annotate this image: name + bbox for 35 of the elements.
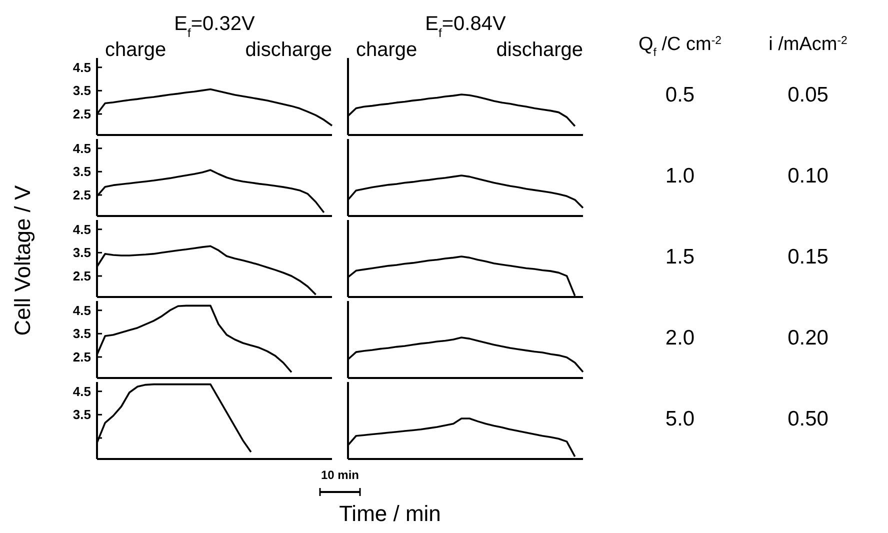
y-tick-label: 2.5 bbox=[72, 188, 91, 203]
chart-title: E$_{f}$=0.32V bbox=[174, 13, 256, 40]
text: 1.5 bbox=[665, 246, 695, 268]
y-tick-label: 3.5 bbox=[72, 326, 91, 342]
text: 0.5 bbox=[665, 84, 695, 106]
y-tick-label: 4.5 bbox=[72, 222, 91, 237]
text: charge bbox=[356, 39, 418, 61]
text: Q$_{f}$ /C cm$^{-2}$ bbox=[638, 34, 722, 59]
text: 0.20 bbox=[788, 326, 828, 350]
y-tick-label: 2.5 bbox=[72, 106, 91, 122]
text: discharge bbox=[496, 39, 583, 61]
text: 0.15 bbox=[788, 246, 828, 268]
y-tick-label: 2.5 bbox=[72, 350, 91, 365]
y-tick-label: 3.5 bbox=[72, 83, 91, 98]
y-tick-label: 3.5 bbox=[72, 407, 91, 422]
text: 0.50 bbox=[788, 408, 828, 430]
y-tick-label: 4.5 bbox=[72, 140, 91, 156]
y-tick-label: 3.5 bbox=[72, 245, 91, 260]
y-tick-label: 3.5 bbox=[72, 164, 91, 180]
y-tick-label: 4.5 bbox=[72, 302, 91, 318]
x-axis-title: Time / min bbox=[339, 501, 441, 526]
text: 0.05 bbox=[788, 84, 828, 106]
text: 10 min bbox=[320, 468, 360, 482]
text: 0.10 bbox=[788, 164, 828, 188]
text: i /mAcm$^{-2}$ bbox=[768, 34, 848, 55]
y-axis-title: Cell Voltage / V bbox=[10, 184, 35, 336]
y-tick-label: 2.5 bbox=[72, 268, 91, 284]
text: 2.0 bbox=[665, 326, 695, 350]
y-tick-label: 4.5 bbox=[72, 384, 91, 399]
chart-title: E$_{f}$=0.84V bbox=[425, 13, 506, 40]
y-tick-label: 4.5 bbox=[72, 60, 91, 75]
text: 1.0 bbox=[665, 164, 695, 188]
text: 5.0 bbox=[665, 408, 695, 430]
annotation: discharge bbox=[245, 39, 332, 61]
annotation: charge bbox=[105, 39, 166, 61]
